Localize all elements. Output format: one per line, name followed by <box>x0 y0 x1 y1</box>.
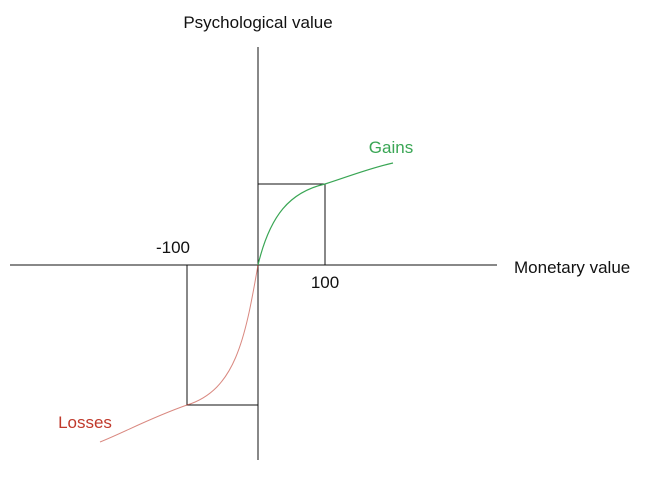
curve-label: Losses <box>58 413 112 432</box>
tick-label: -100 <box>156 238 190 257</box>
gains-curve <box>257 162 394 266</box>
losses-curve <box>99 264 259 443</box>
tick-label: 100 <box>311 273 339 292</box>
x-axis-label: Monetary value <box>514 258 630 277</box>
gain-box <box>257 183 326 266</box>
y-axis-label: Psychological value <box>183 13 332 32</box>
curve-label: Gains <box>369 138 413 157</box>
loss-box <box>186 264 259 406</box>
